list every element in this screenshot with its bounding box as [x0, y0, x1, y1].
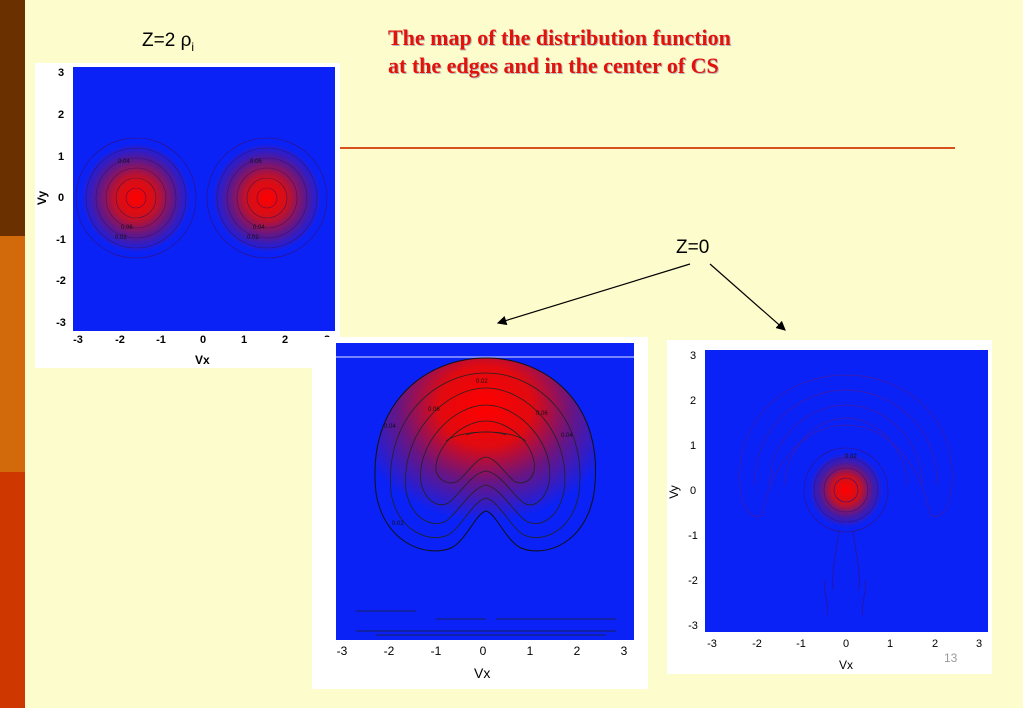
title-line-1: The map of the distribution function: [388, 25, 731, 50]
x-tick: 2: [573, 644, 581, 658]
x-tick: 0: [479, 644, 487, 658]
sidebar-bar-bottom: [0, 472, 25, 708]
y-tick: -2: [56, 275, 66, 287]
x-tick: 3: [975, 638, 983, 650]
center-right-contour-map: 0.02: [739, 374, 953, 616]
center-left-plot-panel: 0.02 0.06 0.04 0.06 0.04 0.02 -3 -2 -1 0…: [312, 337, 648, 689]
center-right-contour-label: 0.02: [845, 454, 857, 460]
y-tick: 2: [57, 109, 65, 121]
x-axis-label: Vx: [195, 353, 210, 367]
edge-blob-right: [212, 143, 322, 253]
y-tick: 3: [57, 67, 65, 79]
rho-subscript: i: [191, 39, 195, 54]
x-tick: -2: [115, 334, 125, 346]
edge-plot-panel: 0.04 0.06 0.02 0.06 0.04 0.02 3 2 1 0 -1…: [35, 63, 340, 368]
x-tick: 0: [199, 334, 207, 346]
edge-plot-area: 0.04 0.06 0.02 0.06 0.04 0.02: [73, 67, 335, 331]
y-tick: 0: [689, 485, 697, 497]
center-left-contour-label: 0.02: [392, 521, 404, 527]
edge-contour-label: 0.04: [253, 225, 265, 231]
x-axis-label: Vx: [839, 658, 854, 672]
y-tick: -1: [56, 234, 66, 246]
title-rule: [52, 147, 955, 149]
y-tick: 3: [689, 350, 697, 362]
edge-blob-left: [81, 143, 191, 253]
center-left-contour-label: 0.06: [536, 411, 548, 417]
x-tick: 1: [886, 638, 894, 650]
x-tick: -3: [73, 334, 83, 346]
x-tick: -1: [430, 644, 442, 658]
center-left-contour-map: 0.02 0.06 0.04 0.06 0.04 0.02: [336, 356, 634, 636]
y-tick: -2: [688, 575, 698, 587]
edge-label-text: Z=2: [142, 30, 181, 51]
arrow-left: [496, 263, 691, 326]
edge-contour-label: 0.02: [247, 235, 259, 241]
x-tick: -2: [383, 644, 395, 658]
y-tick: -3: [56, 317, 66, 329]
center-right-core: [808, 452, 884, 528]
x-axis-label: Vx: [474, 665, 491, 681]
y-axis-label: Vy: [666, 485, 681, 499]
y-tick: 0: [57, 192, 65, 204]
arrow-right: [709, 263, 786, 331]
x-tick: -3: [336, 644, 348, 658]
x-tick: 0: [842, 638, 850, 650]
center-label: Z=0: [676, 237, 710, 258]
x-tick: -2: [752, 638, 762, 650]
x-tick: 3: [620, 644, 628, 658]
y-tick: -1: [688, 530, 698, 542]
y-tick: 1: [689, 440, 697, 452]
center-left-contour-label: 0.06: [428, 407, 440, 413]
edge-contour-label: 0.06: [250, 159, 262, 165]
center-left-plot-area: 0.02 0.06 0.04 0.06 0.04 0.02: [336, 343, 634, 640]
y-axis-label: Vy: [35, 190, 50, 206]
center-left-contour-label: 0.04: [384, 424, 396, 430]
sidebar-bar-top: [0, 0, 25, 236]
crescent-outer: [374, 357, 596, 552]
center-right-plot-area: 0.02: [705, 350, 988, 632]
x-tick: 1: [526, 644, 534, 658]
x-tick: 2: [931, 638, 939, 650]
slide-title: The map of the distribution function at …: [388, 24, 828, 80]
center-left-contour-label: 0.04: [561, 433, 573, 439]
page-number: 13: [944, 651, 958, 665]
edge-label: Z=2 ρi: [142, 30, 194, 54]
x-tick: 1: [240, 334, 248, 346]
y-tick: 2: [689, 395, 697, 407]
edge-contour-map: 0.04 0.06 0.02 0.06 0.04 0.02: [75, 137, 328, 259]
y-tick: -3: [688, 620, 698, 632]
sidebar-bar-middle: [0, 236, 25, 472]
edge-contour-label: 0.06: [121, 225, 133, 231]
center-left-contour-label: 0.02: [476, 379, 488, 385]
title-line-2: at the edges and in the center of CS: [388, 53, 719, 78]
center-right-plot-panel: 0.02 3 2 1 0 -1 -2 -3 Vy -3 -2 -1 0 1 2 …: [667, 340, 992, 674]
x-tick: -1: [156, 334, 166, 346]
x-tick: -3: [707, 638, 717, 650]
edge-contour-label: 0.02: [115, 235, 127, 241]
edge-contour-label: 0.04: [118, 159, 130, 165]
x-tick: 2: [281, 334, 289, 346]
rho-symbol: ρ: [180, 30, 192, 51]
x-tick: -1: [796, 638, 806, 650]
y-tick: 1: [57, 151, 65, 163]
